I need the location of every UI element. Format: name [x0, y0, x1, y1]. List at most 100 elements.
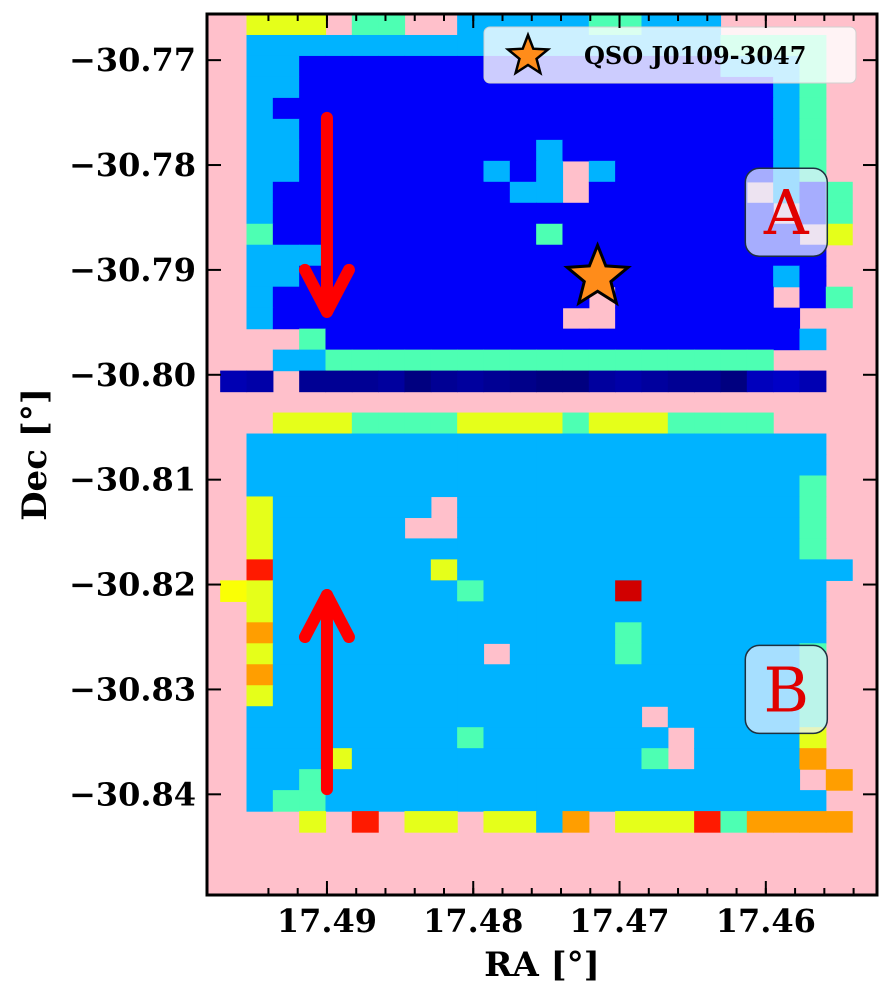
- heatmap-cell: [720, 118, 748, 141]
- heatmap-cell: [457, 727, 485, 749]
- heatmap-cell: [720, 307, 748, 330]
- heatmap-cell: [509, 622, 537, 644]
- heatmap-cell: [720, 811, 748, 833]
- heatmap-cell: [799, 496, 827, 519]
- heatmap-cell: [378, 139, 406, 162]
- heatmap-cell: [773, 748, 801, 770]
- heatmap-cell: [378, 601, 406, 623]
- heatmap-cell: [351, 643, 379, 665]
- heatmap-cell: [246, 664, 274, 686]
- heatmap-cell: [509, 349, 537, 372]
- heatmap-cell: [746, 559, 774, 581]
- heatmap-cell: [799, 580, 827, 602]
- heatmap-cell: [720, 580, 748, 602]
- x-tick-label: 17.48: [423, 902, 523, 940]
- heatmap-cell: [509, 559, 537, 581]
- heatmap-cell: [457, 622, 485, 644]
- heatmap-cell: [325, 433, 353, 456]
- heatmap-cell: [430, 223, 458, 246]
- heatmap-cell: [694, 664, 722, 686]
- heatmap-cell: [351, 790, 379, 812]
- heatmap-cell: [641, 370, 669, 393]
- heatmap-cell: [562, 328, 590, 351]
- heatmap-cell: [694, 160, 722, 183]
- heatmap-cell: [509, 370, 537, 393]
- legend-star-icon: [504, 31, 552, 76]
- heatmap-cell: [588, 475, 616, 498]
- legend-label: QSO J0109-3047: [584, 41, 806, 70]
- heatmap-cell: [536, 307, 564, 330]
- heatmap-cell: [351, 454, 379, 477]
- heatmap-cell: [588, 433, 616, 456]
- heatmap-cell: [720, 265, 748, 288]
- heatmap-cell: [457, 328, 485, 351]
- heatmap-cell: [667, 265, 695, 288]
- heatmap-cell: [378, 538, 406, 560]
- heatmap-cell: [641, 118, 669, 141]
- heatmap-cell: [799, 97, 827, 120]
- heatmap-cell: [299, 307, 327, 330]
- heatmap-cell: [509, 580, 537, 602]
- heatmap-cell: [615, 559, 643, 581]
- heatmap-cell: [588, 559, 616, 581]
- heatmap-cell: [325, 34, 353, 57]
- heatmap-cell: [615, 412, 643, 435]
- heatmap-cell: [536, 496, 564, 519]
- heatmap-cell: [536, 475, 564, 498]
- heatmap-cell: [641, 244, 669, 267]
- heatmap-cell: [299, 496, 327, 519]
- heatmap-cell: [773, 97, 801, 120]
- heatmap-cell: [720, 790, 748, 812]
- heatmap-cell: [562, 517, 590, 540]
- heatmap-cell: [667, 370, 695, 393]
- heatmap-cell: [325, 538, 353, 560]
- heatmap-cell: [246, 55, 274, 78]
- heatmap-cell: [378, 496, 406, 519]
- heatmap-cell: [325, 97, 353, 120]
- heatmap-cell: [694, 328, 722, 351]
- heatmap-cell: [509, 286, 537, 309]
- heatmap-cell: [694, 643, 722, 665]
- y-tick-label: −30.84: [69, 775, 196, 813]
- heatmap-cell: [773, 475, 801, 498]
- heatmap-cell: [667, 790, 695, 812]
- heatmap-cell: [483, 265, 511, 288]
- heatmap-cell: [615, 286, 643, 309]
- heatmap-cell: [667, 97, 695, 120]
- heatmap-cell: [641, 223, 669, 246]
- heatmap-cell: [299, 55, 327, 78]
- heatmap-cell: [378, 622, 406, 644]
- heatmap-cell: [325, 349, 353, 372]
- heatmap-cell: [378, 517, 406, 540]
- heatmap-cell: [667, 118, 695, 141]
- heatmap-cell: [351, 328, 379, 351]
- heatmap-cell: [562, 454, 590, 477]
- heatmap-cell: [351, 34, 379, 57]
- heatmap-cell: [641, 202, 669, 225]
- heatmap-cell: [430, 790, 458, 812]
- heatmap-cell: [483, 349, 511, 372]
- heatmap-cell: [272, 14, 300, 36]
- heatmap-cell: [825, 202, 853, 225]
- heatmap-cell: [404, 412, 432, 435]
- heatmap-cell: [509, 307, 537, 330]
- heatmap-cell: [773, 769, 801, 791]
- heatmap-cell: [246, 118, 274, 141]
- heatmap-cell: [667, 706, 695, 728]
- heatmap-cell: [378, 76, 406, 99]
- heatmap-cell: [457, 307, 485, 330]
- heatmap-cell: [404, 664, 432, 686]
- heatmap-cell: [457, 55, 485, 78]
- heatmap-cell: [615, 769, 643, 791]
- heatmap-cell: [720, 160, 748, 183]
- heatmap-cell: [404, 202, 432, 225]
- heatmap-cell: [457, 559, 485, 581]
- heatmap-cell: [536, 370, 564, 393]
- heatmap-cell: [299, 769, 327, 791]
- heatmap-cell: [457, 244, 485, 267]
- heatmap-cell: [615, 685, 643, 707]
- heatmap-cell: [457, 370, 485, 393]
- heatmap-cell: [773, 811, 801, 833]
- heatmap-cell: [299, 580, 327, 602]
- heatmap-cell: [378, 34, 406, 57]
